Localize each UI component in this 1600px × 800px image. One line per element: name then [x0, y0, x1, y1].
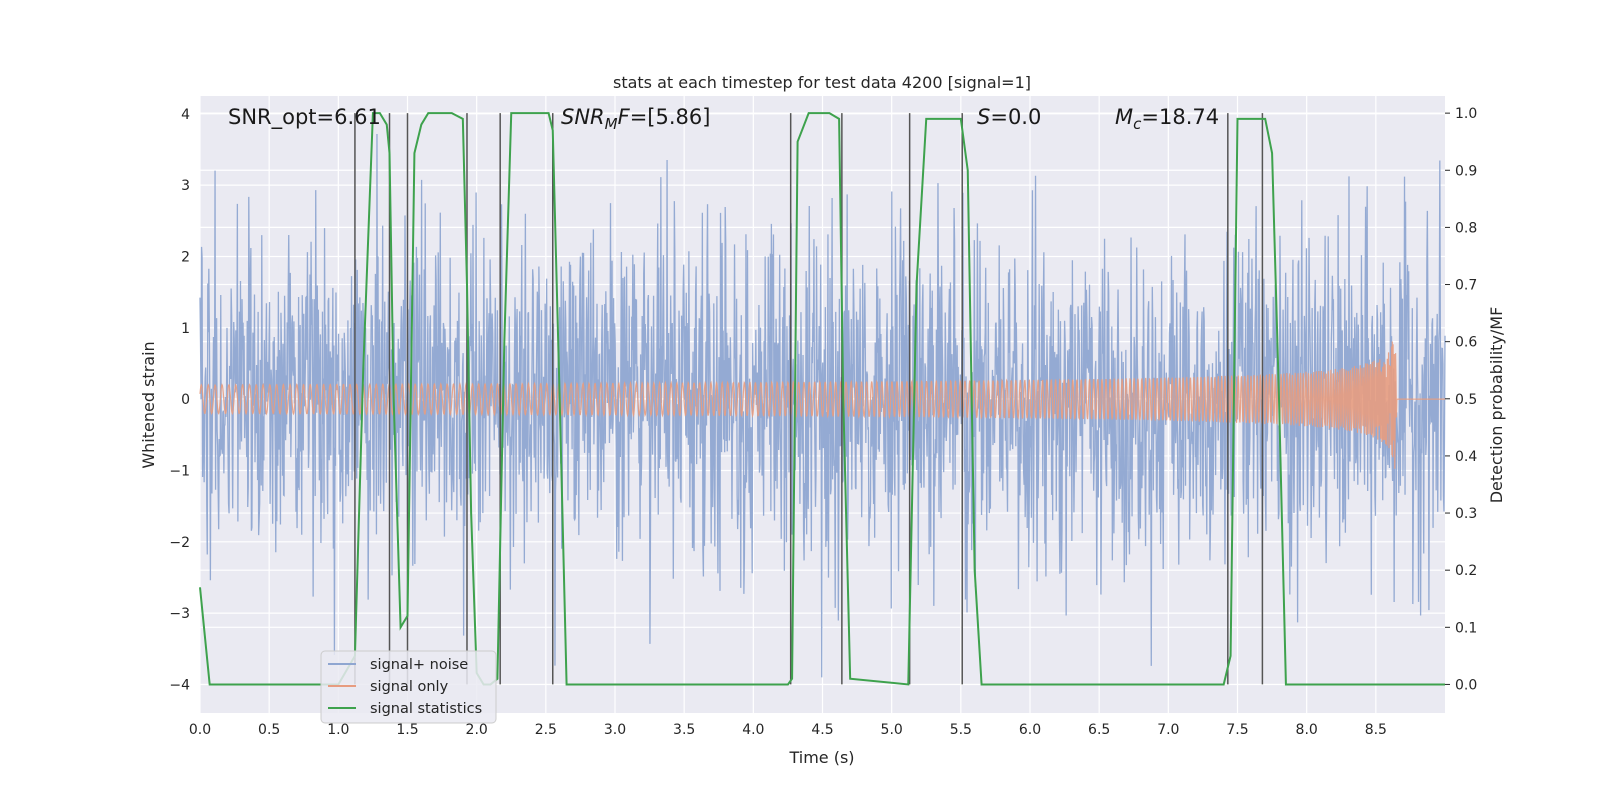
mc-annotation: Mc=18.74 [1115, 105, 1219, 133]
x-tick-label: 6.0 [1019, 722, 1041, 738]
signal-statistics-series [199, 112, 1445, 686]
x-tick-label: 0.0 [189, 722, 211, 738]
s-value: =0.0 [990, 105, 1041, 129]
x-tick-label: 8.0 [1296, 722, 1318, 738]
mc-label: M [1115, 105, 1133, 129]
snr-mf-sub: M [605, 115, 618, 133]
x-tick-label: 4.5 [811, 722, 833, 738]
x-tick-label: 3.0 [604, 722, 626, 738]
y-right-tick-label: 1.0 [1455, 106, 1477, 122]
legend-box [320, 650, 497, 724]
y-right-tick-label: 0.0 [1455, 677, 1477, 693]
legend-label-signal: signal only [370, 679, 449, 695]
y-right-tick-labels: 1.0 0.9 0.8 0.7 0.6 0.5 0.4 0.3 0.2 0.1 0.0 [1445, 106, 1477, 693]
legend: signal+ noise signal only signal statist… [320, 650, 497, 724]
s-label: S [977, 105, 990, 129]
y-right-tick-label: 0.5 [1455, 392, 1477, 408]
y-left-tick-label: 0 [181, 392, 190, 408]
x-tick-label: 3.5 [673, 722, 695, 738]
x-tick-label: 1.0 [327, 722, 349, 738]
y-right-tick-label: 0.8 [1455, 220, 1477, 236]
snr-mf-label: SNR [561, 105, 605, 129]
y-axis-right-label: Detection probability/MF [1487, 307, 1506, 504]
snr-mf-value: =[5.86] [630, 105, 711, 129]
x-tick-labels: 0.0 0.5 1.0 1.5 2.0 2.5 3.0 3.5 4.0 4.5 5.0 5.5 6.0 6… [189, 722, 1387, 738]
y-left-tick-labels: 4 3 2 1 0 −1 −2 −3 −4 [169, 107, 190, 694]
snr-mf-suffix: F [618, 105, 631, 129]
y-right-tick-label: 0.9 [1455, 163, 1477, 179]
x-tick-label: 5.0 [881, 722, 903, 738]
y-right-tick-label: 0.7 [1455, 278, 1477, 294]
y-axis-left-label: Whitened strain [139, 341, 158, 468]
x-tick-label: 5.5 [950, 722, 972, 738]
legend-label-noise: signal+ noise [370, 657, 468, 673]
y-right-tick-label: 0.2 [1455, 563, 1477, 579]
x-tick-label: 1.5 [396, 722, 418, 738]
y-left-tick-label: −4 [169, 677, 190, 693]
x-tick-label: 7.5 [1226, 722, 1248, 738]
mc-value: =18.74 [1141, 105, 1219, 129]
y-left-tick-label: 2 [181, 249, 190, 265]
y-left-tick-label: −1 [169, 463, 190, 479]
snr-mf-annotation: SNRMF=[5.86] [561, 105, 710, 133]
y-right-tick-label: 0.1 [1455, 620, 1477, 636]
x-tick-label: 2.0 [466, 722, 488, 738]
x-tick-label: 6.5 [1088, 722, 1110, 738]
snr-opt-annotation: SNR_opt=6.61 [228, 105, 381, 130]
y-left-tick-label: 3 [181, 178, 190, 194]
x-tick-label: 2.5 [535, 722, 557, 738]
chart-title: stats at each timestep for test data 420… [613, 73, 1031, 92]
x-tick-label: 4.0 [742, 722, 764, 738]
y-right-tick-label: 0.3 [1455, 506, 1477, 522]
legend-label-stats: signal statistics [370, 701, 482, 717]
x-tick-label: 8.5 [1365, 722, 1387, 738]
mc-sub: c [1133, 115, 1142, 133]
y-right-tick-label: 0.6 [1455, 335, 1477, 351]
signal-statistics-line [199, 112, 1445, 686]
y-left-tick-label: 4 [181, 107, 190, 123]
y-left-tick-label: 1 [181, 321, 190, 337]
x-tick-label: 0.5 [258, 722, 280, 738]
x-axis-label: Time (s) [788, 748, 854, 767]
y-right-tick-label: 0.4 [1455, 449, 1477, 465]
y-left-tick-label: −3 [169, 606, 190, 622]
s-annotation: S=0.0 [977, 105, 1041, 129]
x-tick-label: 7.0 [1157, 722, 1179, 738]
y-left-tick-label: −2 [169, 535, 190, 551]
